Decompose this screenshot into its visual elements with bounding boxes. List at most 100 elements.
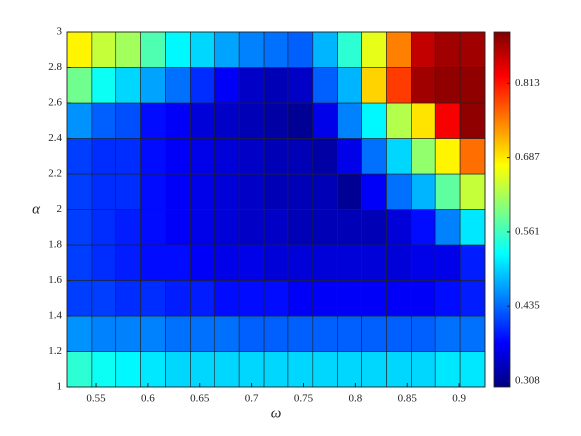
heatmap-cell: [91, 280, 117, 317]
heatmap-cell: [459, 280, 486, 317]
heatmap-cell: [238, 173, 265, 210]
heatmap-cell: [287, 209, 314, 246]
heatmap-cell: [190, 102, 215, 139]
x-tick-label: 0.8: [348, 393, 362, 405]
heatmap-cell: [91, 351, 117, 388]
heatmap-cell: [434, 209, 461, 246]
y-tick-label: 2: [57, 203, 63, 215]
heatmap-cell: [238, 138, 265, 175]
heatmap-cell: [213, 31, 240, 68]
heatmap-cell: [213, 351, 240, 388]
heatmap-cell: [213, 244, 240, 281]
heatmap-cell: [386, 138, 412, 175]
y-tick-label: 1.6: [48, 274, 62, 286]
heatmap-cell: [361, 138, 387, 175]
heatmap-cell: [386, 351, 412, 388]
y-tick-label: 1.2: [48, 345, 62, 357]
heatmap-cell: [190, 280, 215, 317]
colorbar-tick-label: 0.561: [515, 225, 540, 237]
heatmap-cell: [213, 138, 240, 175]
heatmap-cell: [312, 138, 339, 175]
heatmap-cell: [411, 244, 436, 281]
heatmap-cell: [91, 209, 117, 246]
heatmap-cell: [287, 244, 314, 281]
heatmap-cell: [213, 280, 240, 317]
heatmap-cell: [459, 351, 486, 388]
heatmap-cell: [66, 280, 93, 317]
heatmap-cell: [434, 315, 461, 352]
heatmap-cell: [287, 138, 314, 175]
heatmap-cell: [361, 351, 387, 388]
y-tick-label: 1.8: [48, 239, 62, 251]
heatmap-cell: [386, 244, 412, 281]
heatmap-cell: [337, 102, 362, 139]
heatmap-cell: [165, 209, 191, 246]
heatmap-cell: [66, 351, 93, 388]
heatmap-cell: [190, 315, 215, 352]
heatmap-cell: [263, 280, 289, 317]
heatmap-cell: [337, 315, 362, 352]
heatmap-cell: [386, 102, 412, 139]
y-tick-label: 3: [57, 26, 63, 38]
y-tick-label: 2.8: [48, 61, 62, 73]
heatmap-cell: [263, 315, 289, 352]
heatmap-cell: [337, 67, 362, 104]
heatmap-cell: [91, 31, 117, 68]
heatmap-cell: [91, 244, 117, 281]
y-tick-label: 2.4: [48, 132, 62, 144]
heatmap-cell: [91, 173, 117, 210]
heatmap-cell: [361, 102, 387, 139]
heatmap-cell: [263, 67, 289, 104]
heatmap-cell: [459, 67, 486, 104]
heatmap-cell: [238, 31, 265, 68]
heatmap-cell: [386, 31, 412, 68]
heatmap-cell: [361, 209, 387, 246]
heatmap-cell: [165, 280, 191, 317]
heatmap-cell: [190, 138, 215, 175]
heatmap-cell: [213, 67, 240, 104]
heatmap-cell: [386, 67, 412, 104]
heatmap-cell: [140, 280, 166, 317]
heatmap-cell: [238, 351, 265, 388]
heatmap-cell: [312, 102, 339, 139]
heatmap-cell: [434, 280, 461, 317]
heatmap-cell: [115, 351, 141, 388]
colorbar-tick-label: 0.435: [515, 300, 540, 312]
heatmap-cell: [434, 102, 461, 139]
heatmap-cell: [361, 173, 387, 210]
heatmap-cell: [140, 138, 166, 175]
x-axis-label: ω: [271, 405, 282, 421]
y-axis-label: α: [32, 201, 41, 217]
heatmap-cell: [386, 209, 412, 246]
heatmap-cell: [140, 173, 166, 210]
y-tick-label: 1.4: [48, 310, 62, 322]
x-tick-label: 0.85: [398, 393, 418, 405]
heatmap-cell: [66, 102, 93, 139]
heatmap-cell: [165, 67, 191, 104]
heatmap-cell: [434, 244, 461, 281]
heatmap-cell: [91, 315, 117, 352]
heatmap-cell: [190, 173, 215, 210]
heatmap-cell: [312, 280, 339, 317]
heatmap-cell: [287, 173, 314, 210]
heatmap-cell: [312, 244, 339, 281]
heatmap-cell: [115, 280, 141, 317]
colorbar: [493, 31, 511, 388]
heatmap-cell: [287, 31, 314, 68]
heatmap-cell: [165, 173, 191, 210]
heatmap-cell: [263, 244, 289, 281]
heatmap-cell: [140, 102, 166, 139]
colorbar-tick-label: 0.308: [515, 375, 540, 387]
heatmap-cell: [263, 351, 289, 388]
heatmap-cell: [213, 102, 240, 139]
heatmap-cell: [91, 138, 117, 175]
heatmap-cell: [238, 67, 265, 104]
heatmap-cell: [165, 102, 191, 139]
heatmap-cell: [411, 31, 436, 68]
heatmap-cell: [238, 244, 265, 281]
heatmap-cell: [263, 31, 289, 68]
heatmap-cell: [140, 351, 166, 388]
x-tick-label: 0.65: [190, 393, 210, 405]
heatmap-cell: [91, 102, 117, 139]
heatmap-cell: [190, 31, 215, 68]
